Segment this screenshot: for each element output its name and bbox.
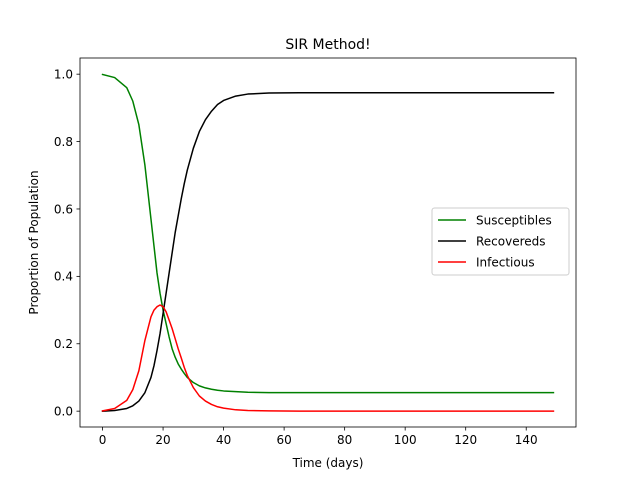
y-tick-label: 1.0 — [54, 67, 73, 81]
legend: Susceptibles Recovereds Infectious — [431, 207, 570, 276]
chart-title: SIR Method! — [285, 37, 370, 53]
x-tick-label: 60 — [276, 433, 291, 447]
legend-box — [431, 207, 570, 276]
y-tick-label: 0.0 — [54, 404, 73, 418]
y-tick-label: 0.2 — [54, 337, 73, 351]
y-axis-label: Proportion of Population — [27, 170, 41, 314]
x-tick-label: 40 — [216, 433, 231, 447]
series-line-susceptibles — [101, 73, 555, 394]
x-tick-label: 100 — [394, 433, 417, 447]
legend-label-recovereds: Recovereds — [476, 234, 546, 248]
y-tick-label: 0.8 — [54, 135, 73, 149]
y-tick-label: 0.6 — [54, 202, 73, 216]
x-tick-label: 20 — [155, 433, 170, 447]
x-tick-label: 80 — [337, 433, 352, 447]
x-tick-label: 120 — [454, 433, 477, 447]
y-tick-label: 0.4 — [54, 270, 73, 284]
plot-area — [101, 73, 555, 412]
x-tick-label: 0 — [99, 433, 107, 447]
series-line-recovereds — [101, 91, 555, 412]
axis-ticks: 0 20 40 60 80 100 120 140 0.0 0.2 0.4 0.6 0.8 1.0 — [54, 67, 538, 447]
x-tick-label: 140 — [515, 433, 538, 447]
x-axis-label: Time (days) — [292, 456, 364, 470]
series-line-infectious — [101, 304, 555, 412]
legend-label-susceptibles: Susceptibles — [476, 213, 552, 227]
legend-label-infectious: Infectious — [476, 255, 535, 269]
axes-frame — [79, 57, 577, 428]
